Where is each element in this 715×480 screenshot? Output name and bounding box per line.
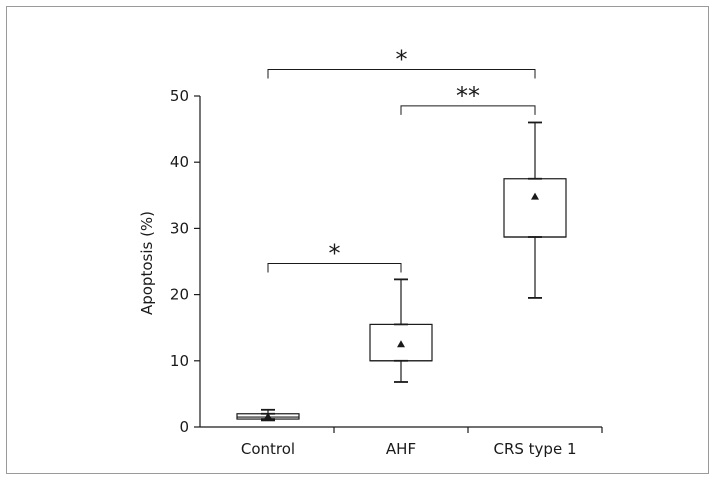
significance-label: * bbox=[396, 46, 408, 74]
figure-frame bbox=[6, 6, 709, 474]
bracket-line bbox=[267, 262, 402, 273]
y-tick-label: 30 bbox=[170, 219, 189, 237]
significance-bracket: ** bbox=[400, 82, 536, 115]
axes: 0 10 20 30 40 50 Control AHF CRS type 1 bbox=[170, 87, 603, 458]
y-tick-label: 50 bbox=[170, 87, 189, 105]
x-category-label: AHF bbox=[386, 440, 416, 458]
mean-marker bbox=[264, 412, 272, 420]
significance-bracket: * bbox=[267, 239, 402, 273]
y-tick-label: 10 bbox=[170, 352, 189, 370]
bracket-line bbox=[400, 105, 536, 115]
chart-marks: **** bbox=[236, 46, 567, 422]
significance-label: ** bbox=[456, 82, 480, 110]
mean-marker bbox=[531, 192, 539, 200]
box-ahf bbox=[369, 278, 433, 383]
significance-label: * bbox=[329, 239, 341, 267]
mean-marker bbox=[397, 340, 405, 348]
y-tick-label: 0 bbox=[179, 418, 189, 436]
y-tick-label: 20 bbox=[170, 286, 189, 304]
bracket-line bbox=[267, 69, 536, 79]
y-tick-label: 40 bbox=[170, 153, 189, 171]
x-category-label: CRS type 1 bbox=[493, 440, 576, 458]
x-category-label: Control bbox=[241, 440, 295, 458]
box-control bbox=[236, 408, 300, 422]
significance-bracket: * bbox=[267, 46, 536, 79]
box-crs-type-1 bbox=[503, 121, 567, 299]
iqr-box bbox=[503, 178, 567, 238]
y-axis-label: Apoptosis (%) bbox=[138, 211, 156, 315]
